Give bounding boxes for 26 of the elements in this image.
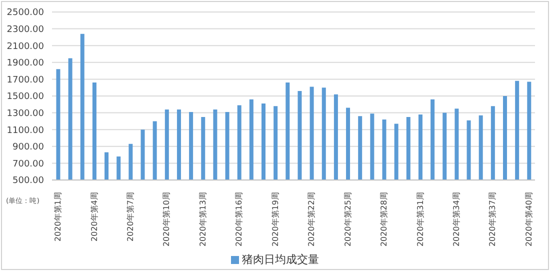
y-tick-label: 2500.00 <box>6 8 44 18</box>
x-tick-label: 2020年第4周 <box>90 192 99 242</box>
x-tick-label: 2020年第34周 <box>452 192 462 247</box>
x-tick-label: 2020年第10周 <box>162 192 172 247</box>
x-tick-label: 2020年第22周 <box>307 192 316 247</box>
y-tick-label: 2100.00 <box>6 42 44 52</box>
x-tick-label: 2020年第16周 <box>234 192 244 247</box>
x-tick-label: 2020年第19周 <box>270 192 280 247</box>
y-tick-label: 900.00 <box>12 142 44 153</box>
legend-label: 猪肉日均成交量 <box>241 252 319 267</box>
y-tick-label: 1900.00 <box>6 58 44 69</box>
y-tick-label: 1700.00 <box>6 75 44 86</box>
y-tick-label: 1100.00 <box>6 126 44 136</box>
x-tick-label: 2020年第25周 <box>343 192 352 247</box>
x-tick-label: 2020年第28周 <box>380 192 389 247</box>
y-tick-label: 1500.00 <box>6 92 44 102</box>
y-tick-label: 2300.00 <box>6 24 44 35</box>
x-tick-label: 2020年第7周 <box>126 192 135 242</box>
y-tick-label: 500.00 <box>12 176 44 186</box>
x-tick-label: 2020年第1周 <box>54 192 63 242</box>
y-tick-label: 700.00 <box>12 159 44 170</box>
x-tick-label: 2020年第37周 <box>488 192 498 247</box>
x-tick-label: 2020年第40周 <box>524 192 534 247</box>
x-tick-label: 2020年第31周 <box>416 192 425 247</box>
x-tick-label: 2020年第13周 <box>198 192 208 247</box>
y-tick-label: 1300.00 <box>6 108 44 119</box>
